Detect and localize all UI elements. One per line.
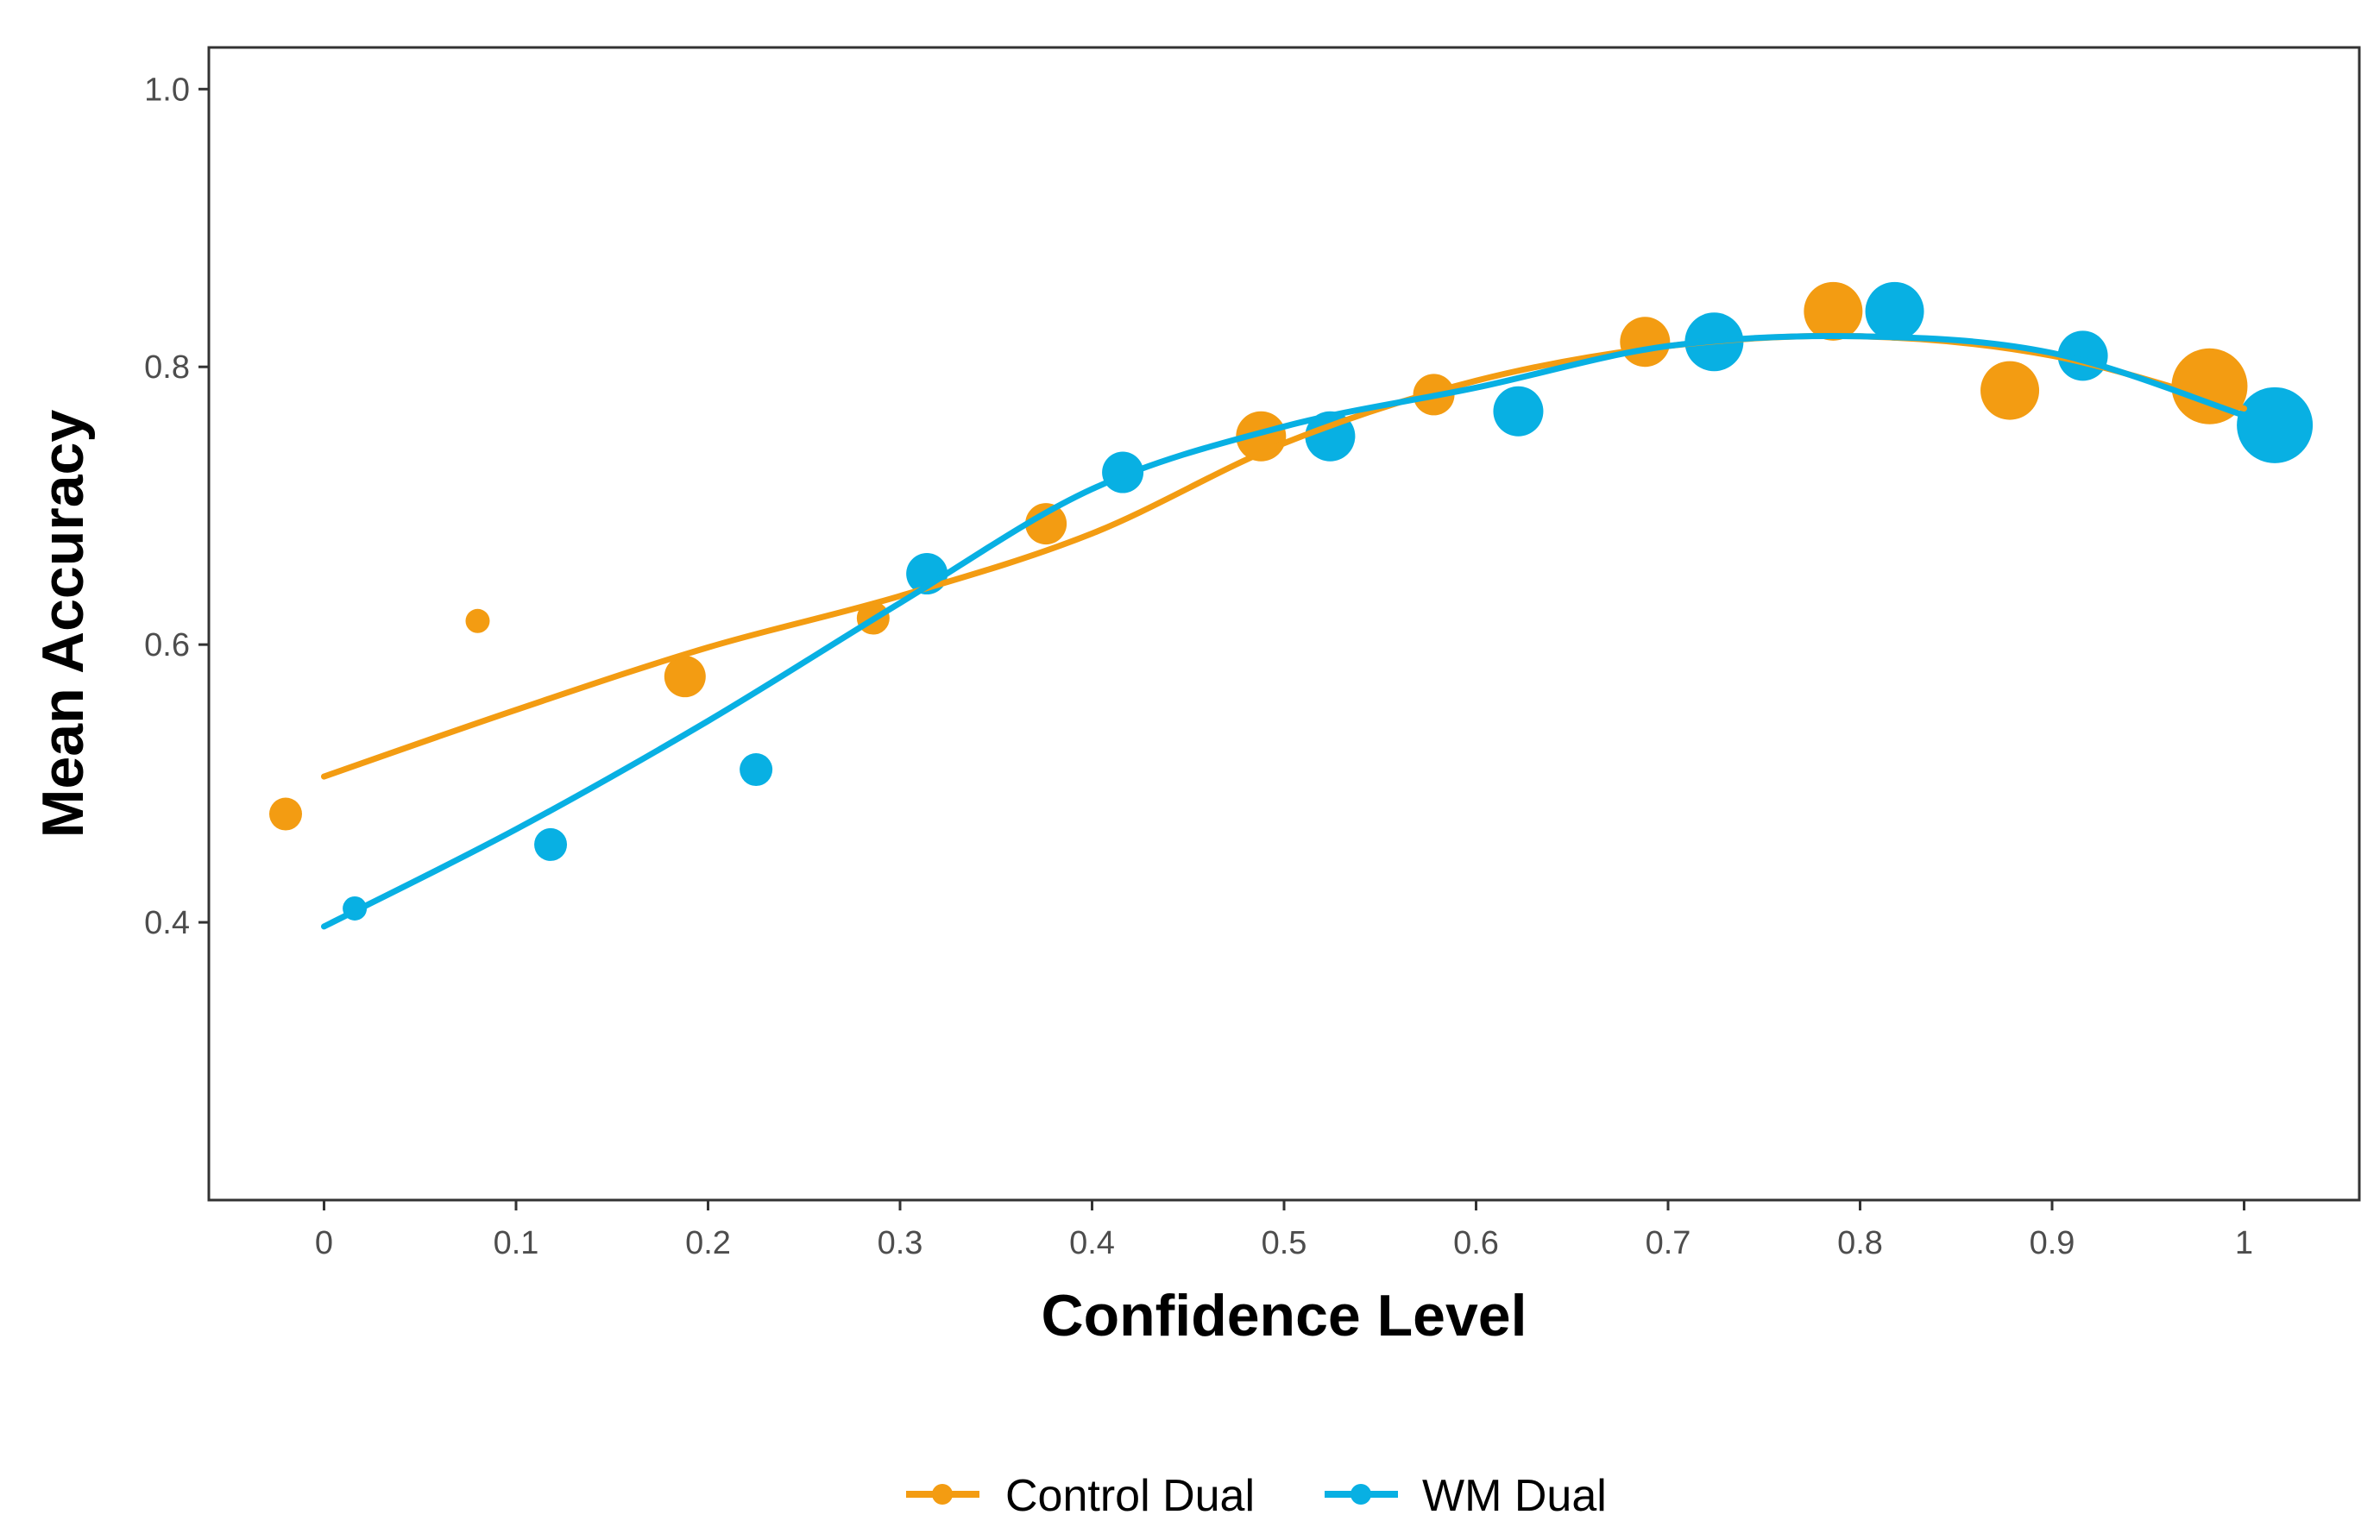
point-wm-dual <box>1865 281 1924 341</box>
x-tick-label: 0.6 <box>1453 1225 1499 1261</box>
y-tick-label: 0.6 <box>144 627 190 663</box>
x-tick-label: 0.2 <box>685 1225 731 1261</box>
point-wm-dual <box>1493 386 1544 437</box>
x-tick-label: 1 <box>2235 1225 2253 1261</box>
x-tick-label: 0.4 <box>1069 1225 1115 1261</box>
x-axis-title: Confidence Level <box>1041 1283 1527 1348</box>
smooth-lines <box>321 332 2247 930</box>
point-wm-dual <box>740 753 773 787</box>
y-axis-title: Mean Accuracy <box>30 410 96 839</box>
legend-label: Control Dual <box>1005 1471 1255 1521</box>
y-tick-label: 0.4 <box>144 905 190 941</box>
smooth-line-wm-dual <box>321 332 2247 930</box>
x-tick-label: 0 <box>315 1225 333 1261</box>
x-tick-label: 0.3 <box>878 1225 923 1261</box>
y-tick-label: 0.8 <box>144 349 190 386</box>
point-control-dual <box>1980 361 2040 420</box>
point-control-dual <box>465 608 490 633</box>
legend-key-point <box>1351 1484 1371 1505</box>
y-axis: 0.4 0.6 0.8 1.0 <box>144 72 209 941</box>
x-axis: 0 0.1 0.2 0.3 0.4 0.5 0.6 0.7 0.8 0.9 1 <box>315 1200 2253 1261</box>
point-control-dual <box>269 797 302 831</box>
y-tick-label: 1.0 <box>144 72 190 108</box>
x-tick-label: 0.7 <box>1646 1225 1691 1261</box>
point-control-dual <box>664 656 706 698</box>
x-tick-label: 0.5 <box>1262 1225 1307 1261</box>
point-control-dual <box>1025 503 1067 545</box>
legend-label: WM Dual <box>1422 1471 1607 1521</box>
legend-item-control-dual: Control Dual <box>906 1471 1255 1521</box>
point-wm-dual <box>2237 387 2314 463</box>
legend-key-point <box>932 1484 953 1505</box>
point-control-dual <box>1804 281 1863 341</box>
legend: Control Dual WM Dual <box>906 1471 1607 1521</box>
point-control-dual <box>1620 317 1671 368</box>
plot-panel <box>207 46 2361 1202</box>
legend-item-wm-dual: WM Dual <box>1325 1471 1607 1521</box>
x-tick-label: 0.9 <box>2030 1225 2075 1261</box>
x-tick-label: 0.1 <box>494 1225 539 1261</box>
point-wm-dual <box>534 827 568 861</box>
x-tick-label: 0.8 <box>1837 1225 1883 1261</box>
